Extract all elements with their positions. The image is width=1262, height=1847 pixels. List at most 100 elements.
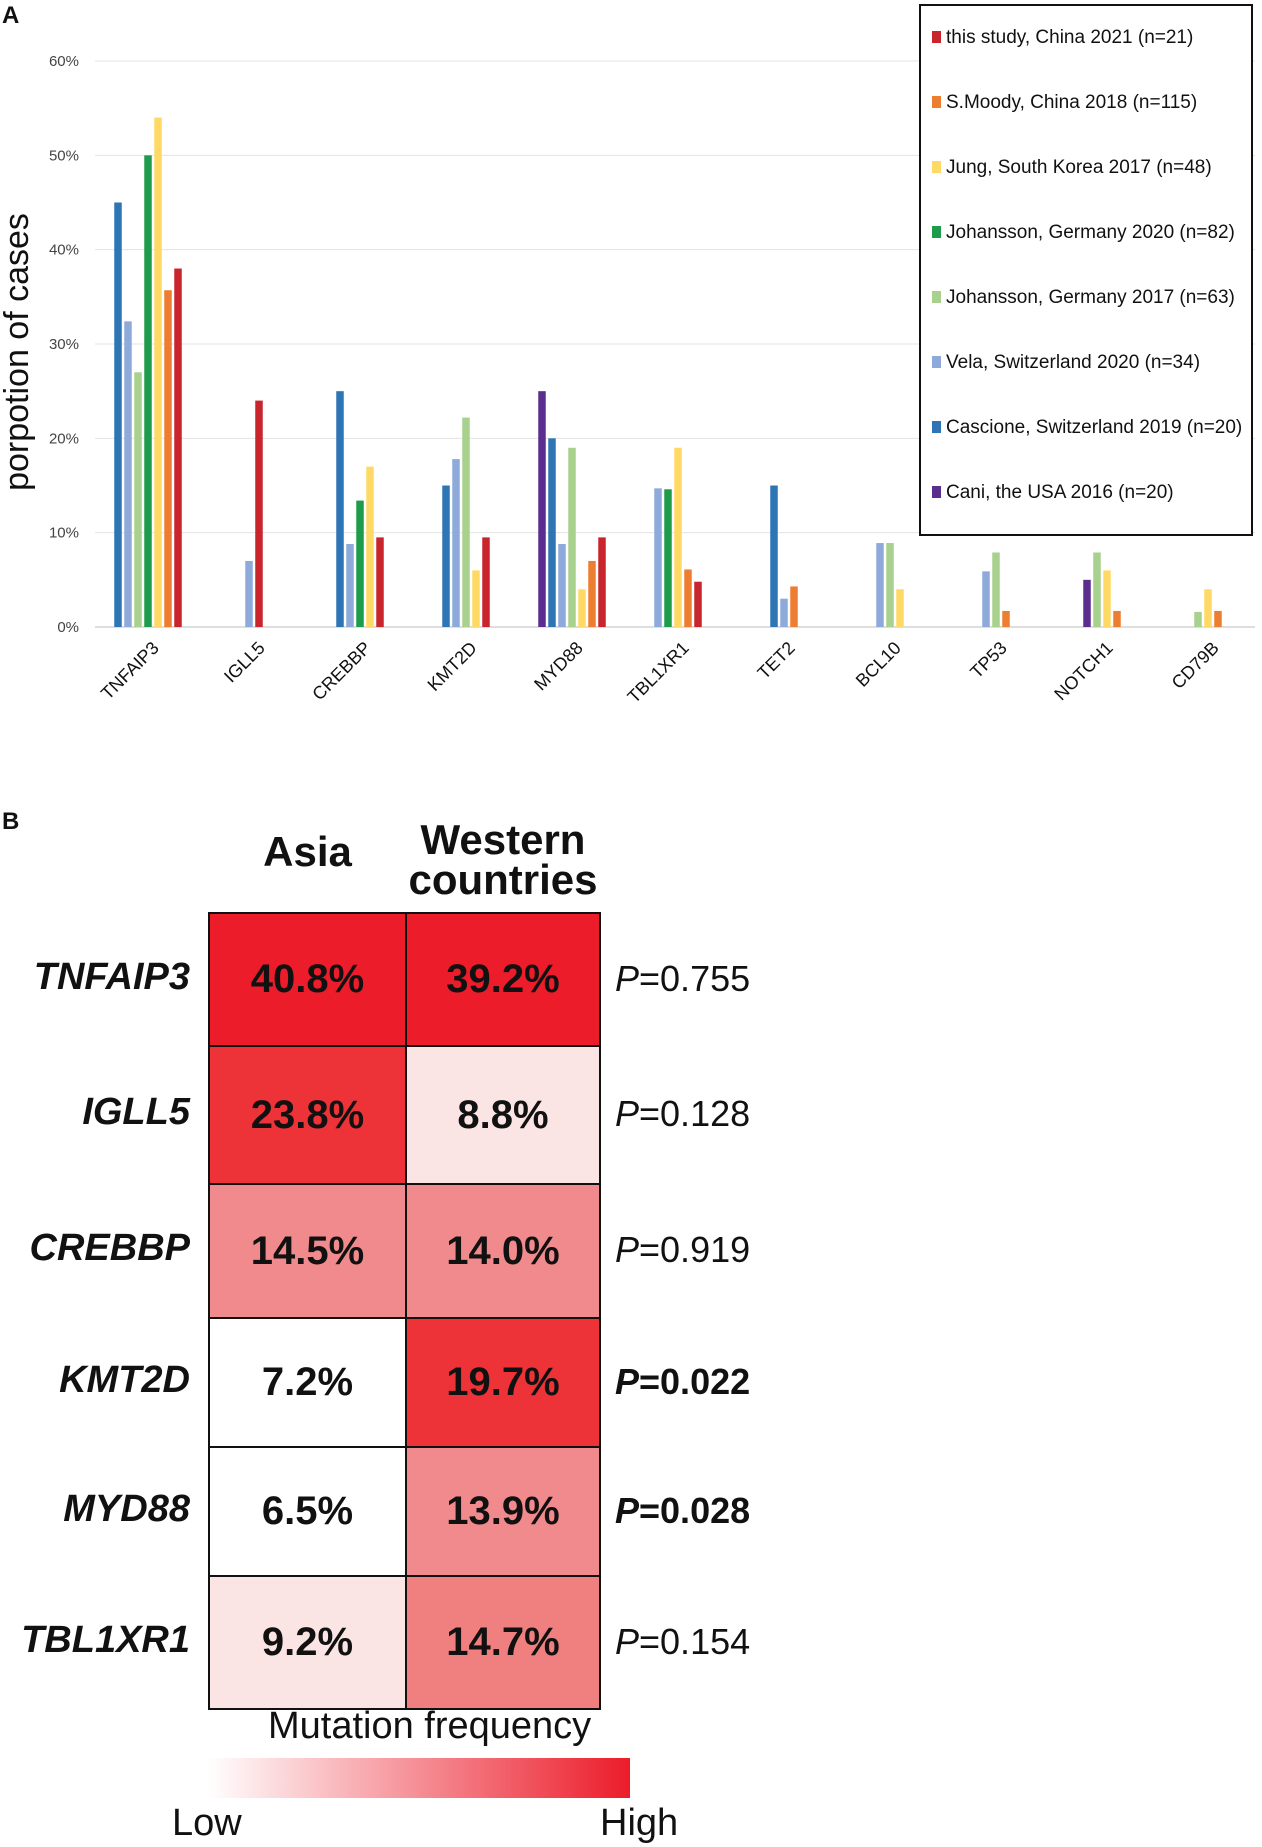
bar-crebbp	[366, 466, 374, 627]
y-tick-label: 30%	[49, 336, 79, 353]
p-number: =0.154	[639, 1620, 751, 1662]
y-tick-label: 60%	[49, 53, 79, 70]
bar-kmt2d	[452, 459, 460, 627]
bar-tnfaip3	[134, 372, 142, 627]
bar-tet2	[770, 485, 778, 627]
bar-crebbp	[376, 537, 384, 627]
x-tick-label: KMT2D	[424, 638, 481, 695]
p-value: P=0.128	[615, 1093, 750, 1135]
x-tick-label: TBL1XR1	[623, 638, 692, 707]
bar-tnfaip3	[144, 155, 152, 628]
bar-igll5	[255, 400, 263, 627]
legend-swatch	[932, 31, 941, 43]
legend-swatch	[932, 421, 941, 433]
heatmap-cell: 13.9%	[405, 1446, 601, 1577]
bar-myd88	[548, 438, 556, 627]
x-tick-label: TNFAIP3	[97, 638, 163, 704]
y-tick-label: 50%	[49, 147, 79, 164]
bar-tp53	[992, 552, 1000, 627]
heatmap-cell: 39.2%	[405, 912, 601, 1047]
heatmap-cell: 14.0%	[405, 1183, 601, 1319]
scale-title: Mutation frequency	[268, 1705, 592, 1747]
gene-label: TBL1XR1	[21, 1618, 190, 1661]
heatmap-cell: 23.8%	[208, 1045, 407, 1185]
bar-crebbp	[346, 543, 354, 627]
bar-crebbp	[356, 500, 364, 627]
bar-tnfaip3	[174, 268, 182, 627]
gene-label: MYD88	[63, 1487, 190, 1530]
p-symbol: P	[615, 1620, 640, 1662]
bar-tbl1xr1	[654, 488, 662, 627]
bar-tet2	[780, 598, 788, 627]
p-number: =0.022	[639, 1360, 751, 1402]
legend-swatch	[932, 486, 941, 498]
p-symbol: P	[615, 1360, 640, 1402]
bar-crebbp	[336, 391, 344, 627]
x-tick-label: CD79B	[1168, 638, 1223, 693]
bar-notch1	[1103, 570, 1111, 627]
panel-a-label: A	[2, 2, 20, 29]
legend-entry: Johansson, Germany 2017 (n=63)	[946, 287, 1235, 308]
heatmap-cell: 40.8%	[208, 912, 407, 1047]
bar-kmt2d	[462, 417, 470, 627]
bar-cd79b	[1194, 611, 1202, 627]
x-tick-label: MYD88	[530, 638, 587, 695]
gene-label: TNFAIP3	[33, 955, 190, 998]
p-symbol: P	[615, 1489, 640, 1531]
x-tick-label: CREBBP	[308, 638, 374, 704]
column-header-line: Asia	[263, 828, 352, 875]
bar-kmt2d	[472, 570, 480, 627]
bar-tnfaip3	[164, 290, 172, 627]
heatmap: Asia Western countries TNFAIP3 40.8% 39.2% P=0…	[0, 800, 1262, 1847]
heatmap-cell: 7.2%	[208, 1317, 407, 1448]
heatmap-cell: 8.8%	[405, 1045, 601, 1185]
bar-myd88	[568, 447, 576, 627]
legend-swatch	[932, 356, 941, 368]
bar-kmt2d	[482, 537, 490, 627]
bar-tp53	[1002, 610, 1010, 627]
bar-igll5	[245, 560, 253, 627]
heatmap-cell: 9.2%	[208, 1575, 407, 1710]
bar-tp53	[982, 571, 990, 627]
legend-swatch	[932, 96, 941, 108]
legend-entry: Cascione, Switzerland 2019 (n=20)	[946, 417, 1242, 438]
bar-tbl1xr1	[684, 569, 692, 627]
bar-myd88	[578, 589, 586, 627]
heatmap-cell: 19.7%	[405, 1317, 601, 1448]
p-number: =0.919	[639, 1229, 751, 1270]
legend-entry: S.Moody, China 2018 (n=115)	[946, 92, 1197, 113]
bar-bcl10	[876, 543, 884, 627]
bar-bcl10	[886, 543, 894, 627]
column-header: Asia	[188, 828, 427, 875]
p-value: P=0.919	[615, 1229, 750, 1271]
bar-kmt2d	[442, 485, 450, 627]
p-symbol: P	[615, 1229, 640, 1270]
column-header-line: countries	[408, 856, 598, 903]
bar-notch1	[1083, 579, 1091, 627]
legend-swatch	[932, 161, 941, 173]
bar-notch1	[1093, 552, 1101, 627]
x-tick-label: BCL10	[852, 638, 905, 691]
y-axis-label: porpotion of cases	[0, 213, 36, 491]
y-tick-label: 40%	[49, 242, 79, 259]
legend-swatch	[932, 226, 941, 238]
p-value: P=0.022	[615, 1361, 750, 1403]
legend-entry: Vela, Switzerland 2020 (n=34)	[946, 352, 1200, 373]
panel-b-label: B	[2, 808, 20, 835]
gene-label: KMT2D	[59, 1358, 190, 1401]
p-value: P=0.755	[615, 958, 750, 1000]
heatmap-cell: 14.5%	[208, 1183, 407, 1319]
bar-notch1	[1113, 610, 1121, 627]
bar-myd88	[588, 560, 596, 627]
bar-myd88	[558, 543, 566, 627]
y-tick-label: 10%	[49, 525, 79, 542]
legend-entry: Johansson, Germany 2020 (n=82)	[946, 222, 1235, 243]
heatmap-cell: 14.7%	[405, 1575, 601, 1710]
column-header: Western countries	[385, 819, 621, 903]
bar-tbl1xr1	[674, 447, 682, 627]
x-tick-label: TET2	[754, 638, 799, 683]
bar-tnfaip3	[154, 117, 162, 627]
scale-high-label: High	[600, 1802, 679, 1844]
p-value: P=0.028	[615, 1490, 750, 1532]
bar-myd88	[598, 537, 606, 627]
